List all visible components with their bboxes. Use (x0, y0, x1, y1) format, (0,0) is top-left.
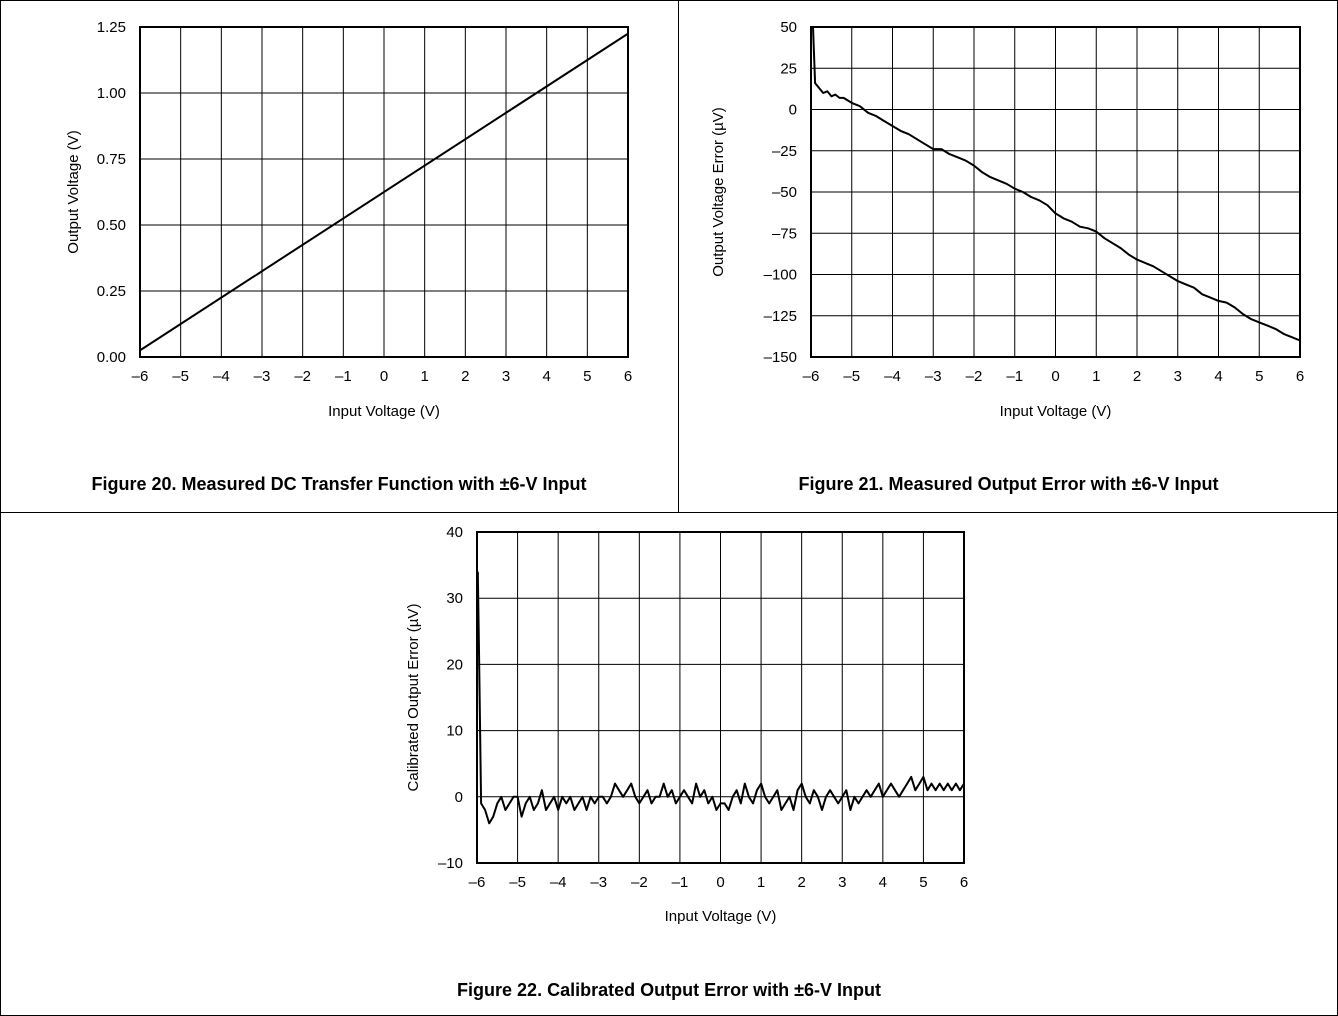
x-tick-label: –2 (966, 368, 983, 385)
y-tick-label: 25 (780, 60, 797, 77)
y-tick-label: –100 (764, 267, 797, 284)
figure-22-caption: Figure 22. Calibrated Output Error with … (457, 980, 881, 1000)
figure-21-chart: –6 –5 –4 –3 –2 –1 0 1 2 3 4 5 6 –150 –125 –100 –75 –50 –25… (710, 19, 1304, 420)
x-tick-label: 0 (1051, 368, 1059, 385)
x-tick-label: 1 (757, 874, 765, 891)
y-tick-label: 10 (446, 723, 463, 740)
x-tick-label: –6 (469, 874, 486, 891)
figure-20-chart: –6 –5 –4 –3 –2 –1 0 1 2 3 4 5 6 0.00 0.25 0.50 0.75 1.00 1… (65, 19, 632, 420)
x-tick-label: 5 (919, 874, 927, 891)
x-tick-label: 2 (461, 368, 469, 385)
x-tick-label: –3 (590, 874, 607, 891)
y-tick-label: 0.25 (97, 283, 126, 300)
x-tick-label: –5 (172, 368, 189, 385)
x-axis-label: Input Voltage (V) (1000, 403, 1112, 420)
y-tick-label: 1.00 (97, 85, 126, 102)
y-tick-label: 0.00 (97, 349, 126, 366)
x-tick-label: 4 (879, 874, 887, 891)
y-tick-label: 40 (446, 524, 463, 541)
x-tick-label: 1 (1092, 368, 1100, 385)
y-tick-label: 20 (446, 656, 463, 673)
y-axis-label: Output Voltage (V) (65, 130, 82, 253)
figure-21-caption: Figure 21. Measured Output Error with ±6… (798, 474, 1219, 494)
x-tick-label: –5 (509, 874, 526, 891)
x-tick-label: –4 (213, 368, 230, 385)
y-tick-label: 50 (780, 19, 797, 36)
y-tick-label: –75 (772, 225, 797, 242)
y-tick-label: 1.25 (97, 19, 126, 36)
x-tick-label: –2 (631, 874, 648, 891)
y-tick-label: –125 (764, 308, 797, 325)
y-tick-label: –150 (764, 349, 797, 366)
x-tick-label: –1 (335, 368, 352, 385)
x-tick-label: 2 (1133, 368, 1141, 385)
x-tick-label: 0 (716, 874, 724, 891)
y-axis-label: Calibrated Output Error (µV) (405, 604, 422, 792)
series-line (812, 26, 1301, 342)
x-tick-label: 5 (1255, 368, 1263, 385)
x-tick-label: –1 (672, 874, 689, 891)
x-tick-label: –3 (925, 368, 942, 385)
x-tick-label: 6 (960, 874, 968, 891)
y-axis-label: Output Voltage Error (µV) (710, 107, 727, 277)
x-tick-label: –4 (884, 368, 901, 385)
series-line (139, 32, 629, 352)
x-tick-label: 6 (624, 368, 632, 385)
x-tick-label: 5 (583, 368, 591, 385)
x-tick-label: 4 (542, 368, 550, 385)
x-tick-label: 3 (838, 874, 846, 891)
y-tick-label: 0 (789, 102, 797, 119)
x-tick-label: 3 (502, 368, 510, 385)
series-line (476, 571, 965, 825)
x-tick-label: –4 (550, 874, 567, 891)
plot-frame (139, 26, 629, 358)
divider-vertical (678, 0, 679, 513)
x-tick-label: –6 (132, 368, 149, 385)
x-tick-label: 4 (1214, 368, 1222, 385)
plot-frame (810, 26, 1301, 358)
x-tick-label: –3 (254, 368, 271, 385)
x-tick-label: –6 (803, 368, 820, 385)
x-axis-label: Input Voltage (V) (665, 908, 777, 925)
y-tick-label: 30 (446, 590, 463, 607)
x-tick-label: 0 (380, 368, 388, 385)
divider-horizontal (0, 512, 1338, 513)
x-tick-label: –5 (843, 368, 860, 385)
plot-frame (476, 531, 965, 864)
x-axis-label: Input Voltage (V) (328, 403, 440, 420)
y-tick-label: –50 (772, 184, 797, 201)
y-tick-label: –10 (438, 855, 463, 872)
y-tick-label: 0.75 (97, 151, 126, 168)
x-tick-label: 6 (1296, 368, 1304, 385)
x-tick-label: –1 (1006, 368, 1023, 385)
y-tick-label: 0.50 (97, 217, 126, 234)
y-tick-label: –25 (772, 143, 797, 160)
x-tick-label: 2 (797, 874, 805, 891)
figure-20-caption: Figure 20. Measured DC Transfer Function… (91, 474, 587, 494)
x-tick-label: 1 (420, 368, 428, 385)
y-tick-label: 0 (455, 789, 463, 806)
x-tick-label: 3 (1174, 368, 1182, 385)
x-tick-label: –2 (294, 368, 311, 385)
